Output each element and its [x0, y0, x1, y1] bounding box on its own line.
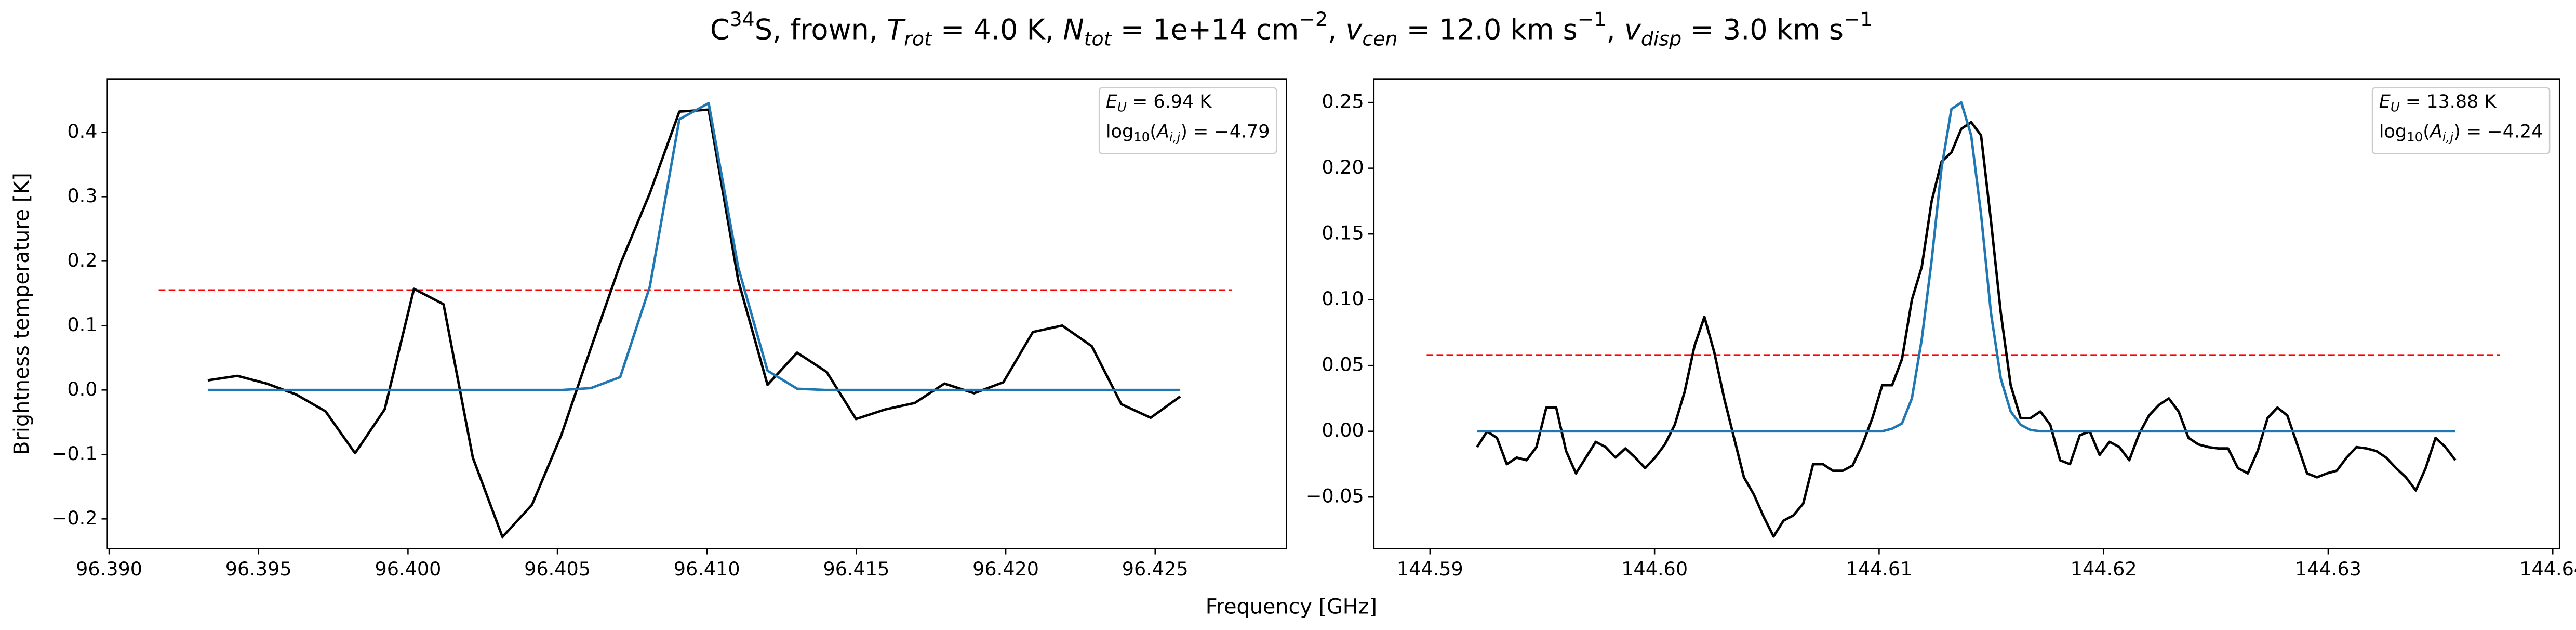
text-segment: 34: [730, 7, 755, 30]
x-tick-label: 96.420: [972, 558, 1039, 580]
y-tick-label: 0.2: [67, 249, 97, 271]
x-tick-label: 144.59: [1397, 558, 1463, 580]
y-tick-label: 0.15: [1322, 222, 1364, 244]
x-tick-label: 144.61: [1846, 558, 1912, 580]
text-segment: (: [1150, 121, 1157, 142]
x-tick-label: 144.60: [1621, 558, 1688, 580]
text-segment: A: [2429, 121, 2442, 142]
text-segment: U: [2391, 100, 2400, 115]
x-tick-label: 144.64: [2519, 558, 2576, 580]
x-tick-label: 96.405: [524, 558, 591, 580]
annotation-text: EU = 13.88 K: [2379, 91, 2497, 114]
text-segment: log: [1106, 121, 1133, 142]
text-segment: = 12.0 km s: [1397, 13, 1577, 46]
text-segment: ,: [1328, 13, 1345, 46]
y-tick-label: −0.05: [1306, 485, 1364, 507]
x-tick-label: 96.400: [375, 558, 441, 580]
y-axis-label: Brightness temperature [K]: [10, 173, 34, 455]
text-segment: −1: [1578, 7, 1607, 30]
x-tick-label: 96.390: [76, 558, 142, 580]
x-tick-label: 96.395: [225, 558, 292, 580]
y-tick-label: −0.1: [51, 442, 98, 465]
text-segment: 10: [2407, 129, 2423, 145]
text-segment: cen: [1362, 27, 1397, 50]
text-segment: E: [1106, 91, 1118, 112]
y-tick-label: 0.4: [67, 120, 97, 142]
y-tick-label: 0.1: [67, 313, 97, 336]
axes-frame: [106, 78, 1287, 549]
text-segment: −1: [1844, 7, 1873, 30]
annotation-box: EU = 6.94 K log10(Ai,j) = −4.79: [1098, 87, 1277, 154]
y-tick-label: −0.2: [51, 507, 98, 529]
text-segment: disp: [1641, 27, 1681, 50]
y-tick-label: 0.20: [1322, 156, 1364, 178]
axes-frame: [1373, 78, 2560, 549]
text-segment: A: [1156, 121, 1169, 142]
text-segment: = 3.0 km s: [1681, 13, 1844, 46]
data-line: [1477, 101, 2455, 433]
annotation-frame: [2371, 87, 2551, 154]
text-segment: = 6.94 K: [1127, 91, 1212, 112]
annotation-text: log10(Ai,j) = −4.24: [2379, 121, 2543, 144]
text-segment: = 13.88 K: [2400, 91, 2497, 112]
text-segment: E: [2379, 91, 2391, 112]
data-line: [1476, 121, 2457, 538]
text-segment: log: [2379, 121, 2407, 142]
text-segment: i,j: [2442, 129, 2454, 145]
annotation-box: EU = 13.88 K log10(Ai,j) = −4.24: [2371, 87, 2551, 154]
x-tick-label: 96.425: [1122, 558, 1189, 580]
text-segment: tot: [1084, 27, 1112, 50]
y-tick-label: 0.25: [1322, 90, 1364, 113]
y-tick-label: 0.00: [1322, 419, 1364, 441]
text-segment: i,j: [1169, 129, 1181, 145]
text-segment: ,: [1607, 13, 1624, 46]
text-segment: −2: [1299, 7, 1328, 30]
text-segment: T: [887, 13, 906, 46]
y-tick-label: 0.05: [1322, 353, 1364, 376]
annotation-frame: [1098, 87, 1277, 154]
text-segment: = 1e+14 cm: [1112, 13, 1299, 46]
x-tick-label: 96.410: [674, 558, 740, 580]
text-segment: ) = −4.79: [1180, 121, 1270, 142]
figure-title: C34S, frown, Trot = 4.0 K, Ntot = 1e+14 …: [710, 7, 1873, 50]
x-tick-label: 144.63: [2295, 558, 2361, 580]
x-tick-label: 144.62: [2071, 558, 2137, 580]
text-segment: (: [2423, 121, 2430, 142]
y-tick-label: 0.10: [1322, 287, 1364, 310]
text-segment: C: [710, 13, 730, 46]
text-segment: ) = −4.24: [2453, 121, 2543, 142]
data-line: [207, 102, 1181, 391]
text-segment: rot: [904, 27, 932, 50]
text-segment: = 4.0 K,: [932, 13, 1063, 46]
text-segment: U: [1117, 100, 1127, 115]
y-tick-label: 0.0: [67, 378, 97, 400]
text-segment: v: [1345, 13, 1363, 46]
text-segment: S, frown,: [755, 13, 887, 46]
text-segment: v: [1624, 13, 1641, 46]
x-tick-label: 96.415: [823, 558, 889, 580]
text-segment: 10: [1133, 129, 1150, 145]
y-tick-label: 0.3: [67, 185, 97, 207]
annotation-text: EU = 6.94 K: [1106, 91, 1212, 114]
text-segment: N: [1063, 13, 1084, 46]
x-axis-label: Frequency [GHz]: [1206, 595, 1377, 619]
annotation-text: log10(Ai,j) = −4.79: [1106, 121, 1270, 144]
